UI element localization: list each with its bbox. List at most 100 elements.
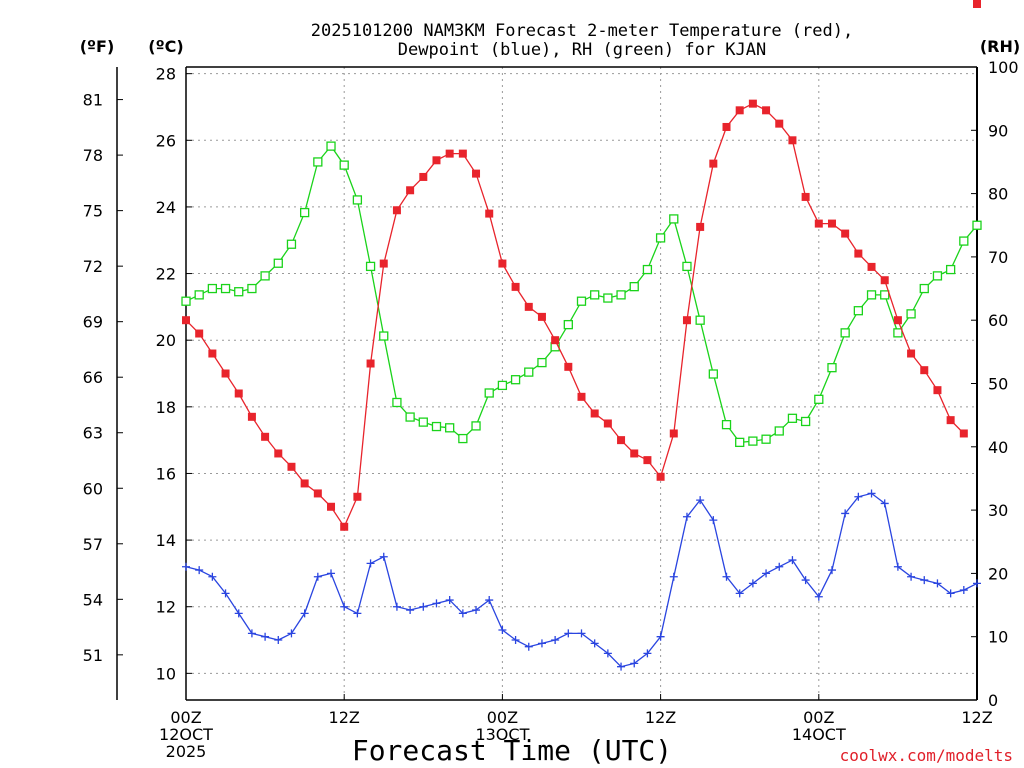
dewpoint-point <box>313 572 322 581</box>
celsius-tick-label: 10 <box>156 664 176 683</box>
rh-point <box>655 233 666 243</box>
rh-tick-label: 10 <box>988 628 1008 647</box>
rh-point <box>405 412 415 422</box>
rh-point <box>708 369 718 379</box>
temperature-series <box>182 0 981 531</box>
temperature-line <box>185 102 965 529</box>
celsius-tick-label: 22 <box>156 265 176 284</box>
rh-point <box>919 283 929 294</box>
rh-tick-label: 70 <box>988 248 1008 267</box>
temperature-point <box>854 249 863 258</box>
temperature-point <box>669 429 678 438</box>
dewpoint-point <box>234 609 243 618</box>
temperature-point <box>696 222 705 231</box>
fahrenheit-axis-ticks: 51 54 57 60 63 66 69 72 75 78 81 <box>83 91 123 665</box>
temperature-point <box>762 106 771 115</box>
rh-point <box>352 195 363 205</box>
dewpoint-point <box>577 629 586 638</box>
rh-tick-label: 0 <box>988 691 998 710</box>
dewpoint-point <box>485 596 494 605</box>
dewpoint-point <box>617 662 626 671</box>
dewpoint-point <box>208 572 217 581</box>
rh-tick-label: 40 <box>988 438 1008 457</box>
dewpoint-point <box>511 636 520 645</box>
rh-point <box>286 239 297 249</box>
temperature-point <box>907 349 916 358</box>
dewpoint-point <box>801 576 810 585</box>
temperature-point <box>261 432 270 441</box>
dewpoint-point <box>287 629 296 638</box>
rh-point <box>194 290 204 300</box>
fahrenheit-tick-label: 54 <box>83 590 103 609</box>
dewpoint-point <box>722 572 731 581</box>
rh-point <box>840 328 850 338</box>
dewpoint-point <box>327 569 336 578</box>
rh-point <box>458 433 468 444</box>
x-axis-label: Forecast Time (UTC) <box>352 734 672 767</box>
temperature-point <box>247 412 256 421</box>
rh-point <box>471 421 481 431</box>
dewpoint-point <box>907 572 916 581</box>
rh-point <box>906 309 916 319</box>
temperature-point <box>511 282 520 291</box>
dewpoint-point <box>880 499 889 508</box>
rh-point <box>299 207 310 218</box>
rh-tick-label: 50 <box>988 375 1008 394</box>
rh-point <box>326 141 336 151</box>
rh-point <box>932 271 943 281</box>
dewpoint-point <box>537 639 546 648</box>
fahrenheit-tick-label: 78 <box>83 146 103 165</box>
time-tick-label: 12Z <box>329 708 360 727</box>
dewpoint-point <box>419 602 428 611</box>
temperature-point <box>379 259 388 268</box>
dewpoint-point <box>735 589 744 598</box>
dewpoint-series <box>182 489 981 671</box>
rh-point <box>721 419 732 430</box>
temperature-point <box>841 229 850 238</box>
celsius-tick-label: 28 <box>156 65 176 84</box>
temperature-point <box>432 156 441 165</box>
rh-tick-label: 30 <box>988 501 1008 520</box>
rh-point <box>445 423 455 433</box>
rh-point <box>893 328 903 338</box>
rh-point <box>392 397 402 408</box>
dewpoint-point <box>524 642 533 651</box>
rh-point <box>313 157 323 167</box>
rh-point <box>497 380 508 391</box>
rh-point <box>787 413 798 423</box>
time-tick-label: 12OCT <box>159 725 213 744</box>
temperature-point <box>656 472 665 481</box>
temperature-point <box>537 312 546 321</box>
temperature-point <box>617 436 626 445</box>
celsius-tick-label: 24 <box>156 198 176 217</box>
temperature-point <box>300 479 309 488</box>
temperature-point <box>775 119 784 128</box>
temperature-point <box>973 0 981 8</box>
dewpoint-point <box>353 609 362 618</box>
temperature-point <box>445 149 454 158</box>
rh-point <box>603 293 613 303</box>
dewpoint-point <box>472 606 481 615</box>
temperature-point <box>313 489 322 498</box>
dewpoint-point <box>669 572 678 581</box>
fahrenheit-tick-label: 57 <box>83 535 103 554</box>
temperature-point <box>709 159 718 168</box>
dewpoint-point <box>458 609 467 618</box>
rh-point <box>959 236 969 246</box>
rh-point <box>234 287 244 297</box>
temperature-point <box>946 416 955 425</box>
rh-point <box>379 331 389 341</box>
rh-point <box>814 394 824 404</box>
temperature-point <box>564 362 573 371</box>
rh-point <box>827 363 837 373</box>
temperature-point <box>735 106 744 115</box>
temperature-point <box>748 99 757 108</box>
dewpoint-point <box>445 596 454 605</box>
dewpoint-point <box>973 579 981 588</box>
temperature-point <box>603 419 612 428</box>
dewpoint-point <box>195 566 204 575</box>
temperature-point <box>366 359 375 368</box>
rh-point <box>735 437 745 448</box>
dewpoint-point <box>762 569 771 578</box>
